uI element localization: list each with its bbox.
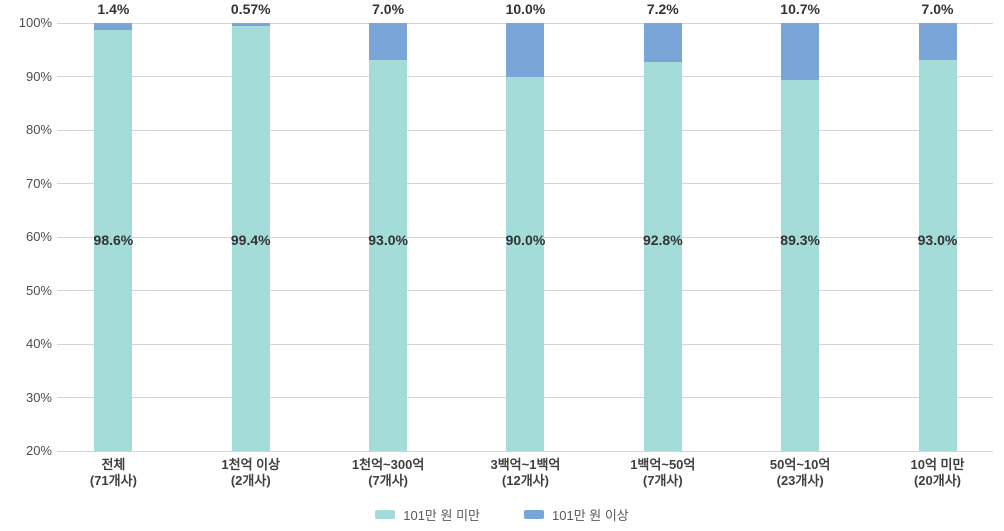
bar-value-inside: 98.6% [93, 232, 134, 248]
legend-swatch-under-101-icon [375, 510, 396, 519]
bar-segment-over-101 [369, 23, 408, 61]
gridline [57, 450, 993, 452]
bar-segment-under-101 [643, 61, 682, 451]
bar-column: 10.0% 90.0% [505, 1, 546, 451]
plot-area: 1.4% 98.6% 0.57% 99.4% 7.0% 93.0% 10.0% 90.0% 7.… [57, 1, 993, 452]
bar-value-above: 10.7% [780, 1, 820, 17]
bar-value-inside: 90.0% [505, 232, 546, 248]
category-count: (71개사) [89, 473, 137, 488]
bar-column: 1.4% 98.6% [93, 1, 134, 451]
bar-value-above: 0.57% [230, 1, 271, 17]
category-label: 1백억~50억 (7개사) [593, 457, 733, 489]
bar-segment-under-101 [94, 30, 133, 451]
bar-column: 0.57% 99.4% [230, 1, 271, 451]
y-axis-tick-label: 30% [25, 389, 52, 405]
bar-value-above: 10.0% [505, 1, 546, 17]
category-name: 3백억~1백억 [490, 457, 561, 472]
category-count: (2개사) [230, 473, 271, 488]
bar-column: 7.2% 92.8% [642, 1, 683, 451]
legend-label-over-101: 101만 원 이상 [552, 508, 629, 523]
x-axis: 전체 (71개사) 1천억 이상 (2개사) 1천억~300억 (7개사) 3백억~1백억(… [57, 457, 993, 497]
category-label: 1천억 이상 (2개사) [181, 457, 321, 489]
y-axis-tick-label: 100% [18, 15, 52, 30]
bar-segment-under-101 [781, 80, 820, 451]
category-count: (20개사) [913, 473, 962, 488]
category-label: 50억~10억 (23개사) [730, 457, 870, 489]
category-count: (23개사) [776, 473, 824, 488]
bar-value-above: 7.2% [646, 1, 679, 17]
y-axis-tick-label: 20% [25, 443, 52, 458]
bar-value-inside: 99.4% [230, 232, 271, 248]
y-axis-tick-label: 50% [25, 282, 52, 298]
legend-swatch-over-101-icon [524, 510, 544, 519]
category-name: 10억 미만 [910, 457, 965, 472]
bar-value-inside: 89.3% [780, 232, 820, 248]
bar-segment-over-101 [94, 23, 133, 31]
y-axis-tick-label: 60% [25, 229, 52, 244]
y-axis-tick-label: 70% [25, 175, 52, 191]
legend-item-over-101: 101만 원 이상 [524, 505, 629, 524]
bar-column: 10.7% 89.3% [780, 1, 820, 451]
bar-segment-under-101 [918, 60, 957, 451]
bar-value-above: 7.0% [372, 1, 405, 17]
bar-column: 7.0% 93.0% [917, 1, 958, 451]
category-label: 3백억~1백억 (12개사) [455, 457, 595, 489]
bar-segment-over-101 [781, 23, 820, 81]
category-name: 1천억~300억 [351, 457, 425, 472]
bar-value-above: 7.0% [921, 1, 954, 17]
category-label: 전체 (71개사) [43, 457, 183, 489]
category-name: 1천억 이상 [221, 457, 281, 472]
bar-segment-under-101 [231, 26, 270, 451]
bar-column: 7.0% 93.0% [368, 1, 408, 451]
bar-value-above: 1.4% [97, 1, 130, 17]
bar-segment-over-101 [918, 23, 957, 61]
y-axis-tick-label: 80% [25, 122, 52, 137]
bar-value-inside: 93.0% [917, 232, 958, 248]
category-name: 50억~10억 [769, 457, 831, 472]
category-name: 1백억~50억 [630, 457, 696, 472]
category-label: 1천억~300억 (7개사) [318, 457, 458, 489]
category-count: (7개사) [642, 473, 683, 488]
bar-segment-under-101 [506, 76, 545, 451]
category-label: 10억 미만 (20개사) [868, 457, 1004, 489]
bar-segment-under-101 [369, 60, 408, 451]
category-count: (7개사) [368, 473, 408, 488]
bar-segment-over-101 [643, 23, 682, 62]
legend-label-under-101: 101만 원 미만 [403, 508, 480, 523]
category-name: 전체 [101, 457, 126, 472]
legend-item-under-101: 101만 원 미만 [375, 505, 480, 524]
category-count: (12개사) [501, 473, 549, 488]
bar-segment-over-101 [231, 23, 270, 27]
y-axis-tick-label: 40% [25, 336, 52, 351]
bar-value-inside: 92.8% [642, 232, 683, 248]
y-axis-tick-label: 90% [25, 68, 52, 84]
legend: 101만 원 미만 101만 원 이상 [0, 505, 1004, 524]
bar-value-inside: 93.0% [368, 232, 408, 248]
y-axis: 100% 90% 80% 70% 60% 50% 40% 30% 20% [0, 15, 52, 458]
bar-segment-over-101 [506, 23, 545, 77]
